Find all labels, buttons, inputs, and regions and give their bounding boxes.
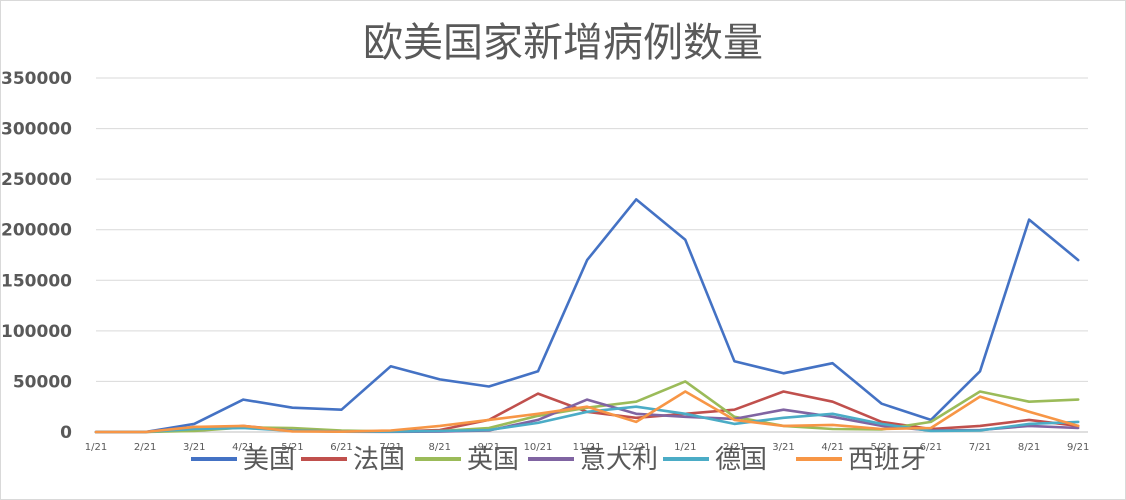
legend-label: 意大利 [580,445,658,475]
x-tick-label: 8/21 [1018,442,1040,453]
x-tick-label: 8/21 [429,442,451,453]
y-tick-label: 0 [60,423,72,443]
x-tick-label: 10/21 [524,442,553,453]
y-tick-label: 300000 [1,120,72,140]
x-tick-label: 4/21 [232,442,254,453]
x-tick-label: 5/21 [871,442,893,453]
x-tick-label: 2/21 [723,442,745,453]
x-tick-label: 4/21 [821,442,843,453]
legend-label: 德国 [715,445,767,475]
series-line-0 [94,198,1080,434]
x-tick-label: 7/21 [379,442,401,453]
legend-label: 西班牙 [848,445,926,475]
chart-title: 欧美国家新增病例数量 [363,20,763,66]
legend-label: 美国 [243,445,295,475]
x-tick-label: 1/21 [85,442,107,453]
legend-label: 法国 [353,445,405,475]
x-tick-label: 9/21 [478,442,500,453]
y-tick-label: 100000 [1,322,72,342]
gridlines [96,77,1088,433]
y-tick-label: 350000 [1,69,72,89]
x-tick-label: 11/21 [573,442,602,453]
y-tick-label: 200000 [1,221,72,241]
y-axis-ticks: 0 50000 100000 150000 200000 250000 300000 3500… [1,69,72,443]
y-tick-label: 50000 [13,372,72,392]
x-tick-label: 3/21 [183,442,205,453]
x-tick-label: 12/21 [622,442,651,453]
y-tick-label: 250000 [1,170,72,190]
x-tick-label: 5/21 [281,442,303,453]
x-axis-ticks: 1/21 2/21 3/21 4/21 5/21 6/21 7/21 8/21 9/21 10/2… [85,442,1090,453]
y-tick-label: 150000 [1,271,72,291]
x-tick-label: 1/21 [674,442,696,453]
legend-label: 英国 [467,445,519,475]
x-tick-label: 2/21 [134,442,156,453]
x-tick-label: 3/21 [772,442,794,453]
series-lines [94,198,1080,434]
x-tick-label: 6/21 [920,442,942,453]
series-line-5 [94,390,1080,434]
x-tick-label: 6/21 [330,442,352,453]
x-tick-label: 7/21 [969,442,991,453]
x-tick-label: 9/21 [1067,442,1089,453]
legend: 美国 法国 英国 意大利 德国 西班牙 [191,445,926,475]
